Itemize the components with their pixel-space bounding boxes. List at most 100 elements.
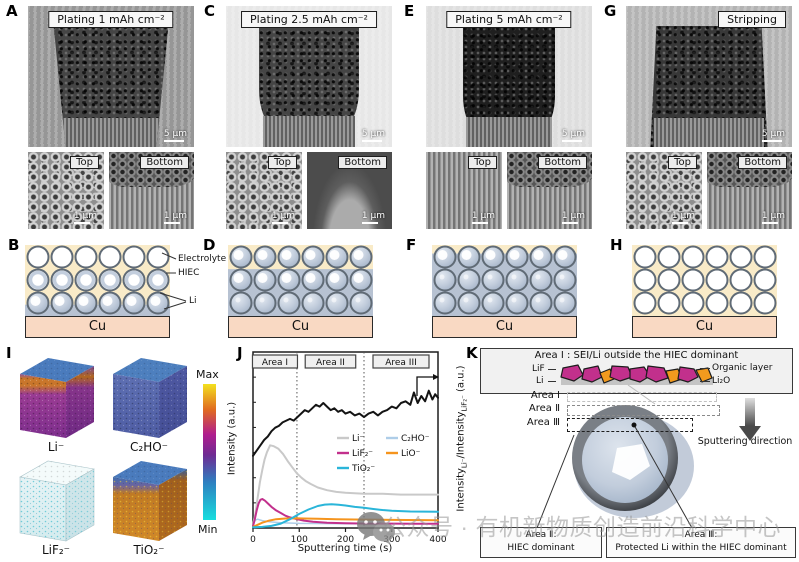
scale-bar-text: 1 μm [671, 211, 695, 221]
colorbar-max-label: Max [196, 368, 219, 381]
sem-panel-G: G Stripping 5 μm Top 1 μm Bottom 1 μm [602, 0, 798, 232]
li-deposit-block [259, 17, 359, 147]
sem-cross-section-image: Plating 5 mAh cm⁻² 5 μm [426, 6, 592, 147]
li2o-leader [700, 381, 710, 382]
cube-species-label: C₂HO⁻ [130, 440, 168, 454]
scale-bar-sub: 1 μm [361, 211, 385, 224]
scale-bar-sub: 1 μm [163, 211, 187, 224]
sem-top-view-image: Top 1 μm [28, 152, 104, 229]
hiec-electrode-schematic [432, 245, 577, 316]
sem-sub-label: Top [268, 156, 297, 169]
scale-bar-text: 1 μm [271, 211, 295, 221]
cu-current-collector: Cu [632, 316, 777, 338]
svg-text:TiO₂⁻: TiO₂⁻ [351, 464, 375, 474]
sem-cross-section-image: Plating 2.5 mAh cm⁻² 5 μm [226, 6, 392, 147]
scale-bar-line [73, 222, 90, 224]
sei-layer-illustration [560, 364, 713, 385]
scale-bar-main: 5 μm [361, 129, 385, 142]
scale-bar-text: 1 μm [761, 211, 785, 221]
svg-text:Area I: Area I [262, 358, 288, 368]
panel-letter-B: B [8, 236, 20, 254]
scale-bar-sub: 1 μm [561, 211, 585, 224]
panel-letter-J: J [237, 344, 243, 362]
svg-text:0: 0 [250, 535, 256, 545]
svg-text:Area II: Area II [316, 358, 345, 368]
panel-letter-K: K [466, 344, 478, 362]
scale-bar-text: 5 μm [561, 129, 585, 139]
sem-sub-label: Top [468, 156, 497, 169]
li2o-label: Li₂O [712, 376, 731, 386]
scale-bar-text: 1 μm [163, 211, 187, 221]
panel-letter-A: A [6, 2, 18, 20]
svg-text:C₂HO⁻: C₂HO⁻ [401, 434, 430, 444]
sem-bottom-view-image: Bottom 1 μm [507, 152, 592, 229]
scale-bar-text: 1 μm [471, 211, 495, 221]
sem-bottom-view-image: Bottom 1 μm [707, 152, 792, 229]
sem-sub-label: Top [668, 156, 697, 169]
svg-text:400: 400 [429, 535, 446, 545]
cube-species-label: Li⁻ [47, 440, 65, 454]
tof-sims-cube-1 [14, 352, 98, 444]
scale-bar-line [761, 140, 782, 142]
scale-bar-sub: 1 μm [471, 211, 495, 224]
svg-text:Area III: Area III [385, 358, 417, 368]
area-ii-rect [567, 405, 720, 416]
area-ii-label: Area Ⅱ [528, 403, 560, 414]
y-axis-label-right: IntensityLi⁻/IntensityLiF₂⁻ (a.u.) [455, 365, 469, 512]
scale-bar-line [361, 222, 378, 224]
panel-letter-H: H [610, 236, 623, 254]
panel-letter-I: I [6, 344, 12, 362]
panel-letter-D: D [203, 236, 216, 254]
scale-bar-text: 5 μm [761, 129, 785, 139]
hiec-electrode-schematic [632, 245, 777, 316]
scale-bar-text: 1 μm [561, 211, 585, 221]
scale-bar-text: 1 μm [73, 211, 97, 221]
sem-condition-label: Plating 1 mAh cm⁻² [48, 11, 174, 28]
organic-layer-label: Organic layer [712, 363, 773, 373]
scale-bar-text: 5 μm [163, 129, 187, 139]
panel-letter-E: E [404, 2, 415, 20]
cu-current-collector: Cu [228, 316, 373, 338]
area-iii-rect [567, 418, 693, 432]
cube-species-label: LiF₂⁻ [41, 543, 71, 557]
sem-cross-section-image: Plating 1 mAh cm⁻² 5 μm [28, 6, 194, 147]
scale-bar-line [471, 222, 488, 224]
sem-panel-C: C Plating 2.5 mAh cm⁻² 5 μm Top 1 μm Bottom 1 … [202, 0, 398, 232]
area-iii-description-box: Area Ⅲ: Protected Li within the HIEC dom… [606, 527, 796, 558]
area-i-rect [567, 392, 717, 402]
electrolyte-label: Electrolyte [178, 254, 227, 264]
area-iii-label: Area Ⅲ [526, 417, 560, 428]
scale-bar-line [561, 140, 582, 142]
scale-bar-line [163, 140, 184, 142]
sem-panel-A: A Plating 1 mAh cm⁻² 5 μm Top 1 μm Bottom 1 μm [4, 0, 200, 232]
scale-bar-sub: 1 μm [73, 211, 97, 224]
organic-leader [700, 368, 710, 369]
sem-sub-label: Top [70, 156, 99, 169]
colorbar-min-label: Min [198, 523, 218, 536]
li-deposit-block [53, 25, 169, 147]
li-label: Li [536, 376, 544, 386]
scale-bar-line [361, 140, 382, 142]
y-axis-label-left: Intensity (a.u.) [226, 401, 238, 476]
lif-label: LiF [532, 364, 545, 374]
sem-top-view-image: Top 1 μm [226, 152, 302, 229]
svg-text:LiF₂⁻: LiF₂⁻ [352, 449, 373, 459]
scale-bar-line [671, 222, 688, 224]
sem-panel-E: E Plating 5 mAh cm⁻² 5 μm Top 1 μm Bottom 1 μm [402, 0, 598, 232]
sem-sub-label: Bottom [738, 156, 787, 169]
x-axis-label: Sputtering time (s) [297, 543, 393, 554]
wechat-icon [357, 512, 395, 545]
sputtering-profile-chart: 0 100 200 300 400 Area I Area II Area III Li⁻ C₂H… [250, 351, 447, 545]
scale-bar-sub: 1 μm [271, 211, 295, 224]
scale-bar-main: 5 μm [561, 129, 585, 142]
li-deposit-block [462, 20, 556, 147]
scale-bar-sub: 1 μm [671, 211, 695, 224]
svg-text:LiO⁻: LiO⁻ [401, 449, 421, 459]
panel-letter-C: C [204, 2, 216, 20]
area-iii-box-desc: Protected Li within the HIEC dominant [615, 543, 787, 554]
colorbar [203, 384, 216, 520]
tof-sims-cube-4 [107, 455, 191, 547]
tof-sims-cube-2 [107, 352, 191, 444]
sei-box-title: Area Ⅰ : SEI/Li outside the HIEC dominan… [534, 350, 739, 361]
